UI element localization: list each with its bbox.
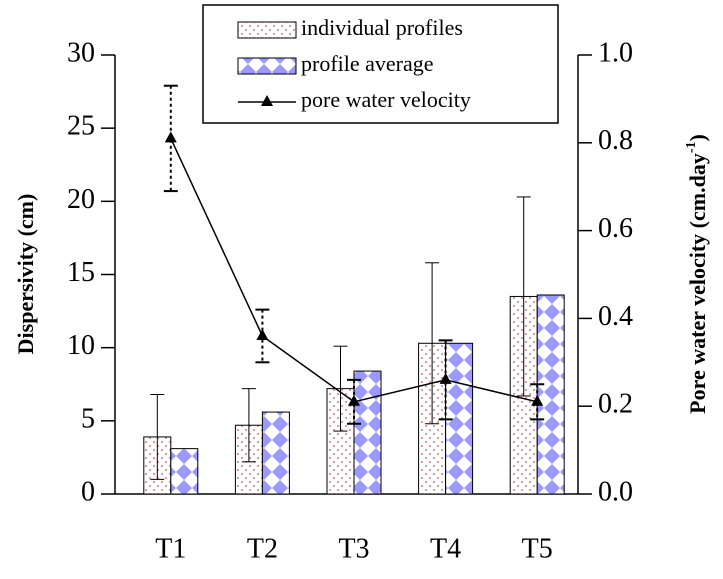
- y2-tick-label: 0.8: [598, 125, 633, 156]
- y2-tick-label: 1.0: [598, 37, 633, 68]
- legend: individual profiles profile average pore w…: [202, 4, 559, 124]
- marker: [439, 372, 452, 384]
- legend-swatch: [237, 57, 297, 75]
- error-bar: [516, 196, 531, 397]
- error-bar: [347, 378, 361, 425]
- error-bar: [530, 383, 545, 421]
- y-tick-label: 0: [81, 476, 95, 507]
- marker: [531, 394, 544, 406]
- bar: [353, 370, 382, 495]
- error-bar: [150, 393, 165, 480]
- legend-label: profile average: [301, 51, 434, 76]
- line: [170, 138, 538, 403]
- marker: [348, 394, 360, 406]
- legend-swatch: [237, 21, 297, 39]
- y2-tick-label: 0.0: [598, 476, 633, 507]
- error-bar: [438, 339, 453, 421]
- y2-title-sup: -1: [684, 142, 699, 154]
- y-axis-title: Dispersivity (cm): [13, 194, 38, 355]
- y-tick-label: 5: [81, 403, 95, 434]
- x-tick-label: T5: [522, 533, 553, 564]
- y2-tick-label: 0.2: [598, 389, 633, 420]
- y-tick-label: 20: [67, 184, 95, 215]
- error-bar: [425, 262, 440, 425]
- y-tick-label: 15: [67, 257, 95, 288]
- y2-tick-label: 0.6: [598, 213, 633, 244]
- y-tick-label: 30: [67, 37, 95, 68]
- x-tick-label: T2: [247, 533, 278, 564]
- x-tick-label: T3: [338, 533, 369, 564]
- y-tick-label: 25: [67, 111, 95, 142]
- legend-label: individual profiles: [301, 15, 463, 40]
- error-bar: [163, 84, 178, 193]
- x-tick-label: T1: [155, 533, 186, 564]
- legend-marker: [261, 95, 273, 106]
- y2-title-main: Pore water velocity (cm.day: [685, 153, 710, 414]
- legend-label: pore water velocity: [301, 87, 471, 112]
- y2-axis-title: Pore water velocity (cm.day-1): [684, 134, 710, 414]
- error-bar: [333, 345, 348, 432]
- bar: [536, 294, 565, 495]
- bar: [261, 411, 290, 495]
- y-tick-label: 10: [67, 330, 95, 361]
- y2-tick-label: 0.4: [598, 301, 633, 332]
- bar: [170, 448, 199, 495]
- marker: [256, 328, 269, 340]
- marker: [164, 131, 177, 143]
- x-tick-label: T4: [430, 533, 461, 564]
- y2-title-end: ): [685, 134, 710, 141]
- error-bar: [241, 388, 256, 463]
